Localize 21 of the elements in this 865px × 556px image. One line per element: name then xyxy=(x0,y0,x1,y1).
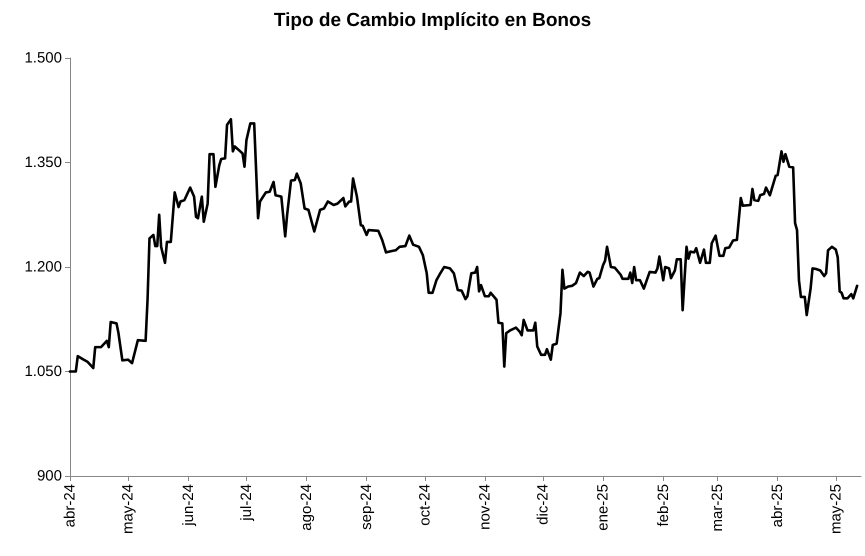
y-tick-label: 1.200 xyxy=(24,258,62,276)
x-tick-label: feb-25 xyxy=(654,484,672,527)
line-series xyxy=(68,118,858,373)
y-tick-label: 900 xyxy=(36,468,62,484)
y-tick-label: 1.500 xyxy=(24,50,62,66)
x-tick-label: oct-24 xyxy=(416,484,434,526)
x-tick-label: may-25 xyxy=(827,484,844,534)
x-tick-label: abr-24 xyxy=(62,484,78,528)
y-tick-label: 1.350 xyxy=(24,154,62,171)
x-tick-label: mar-25 xyxy=(709,484,726,532)
x-tick-label: nov-24 xyxy=(476,484,494,530)
x-tick-label: abr-25 xyxy=(769,484,786,528)
x-tick-label: jul-24 xyxy=(238,484,255,522)
y-tick-label: 1.050 xyxy=(24,363,62,380)
x-tick-label: dic-24 xyxy=(534,484,552,525)
x-tick-label: ene-25 xyxy=(594,484,612,531)
x-tick-label: sep-24 xyxy=(358,484,376,530)
chart-title: Tipo de Cambio Implícito en Bonos xyxy=(274,10,592,31)
x-tick-label: ago-24 xyxy=(298,484,316,531)
x-tick-label: may-24 xyxy=(120,484,137,534)
x-tick-label: jun-24 xyxy=(180,484,197,527)
